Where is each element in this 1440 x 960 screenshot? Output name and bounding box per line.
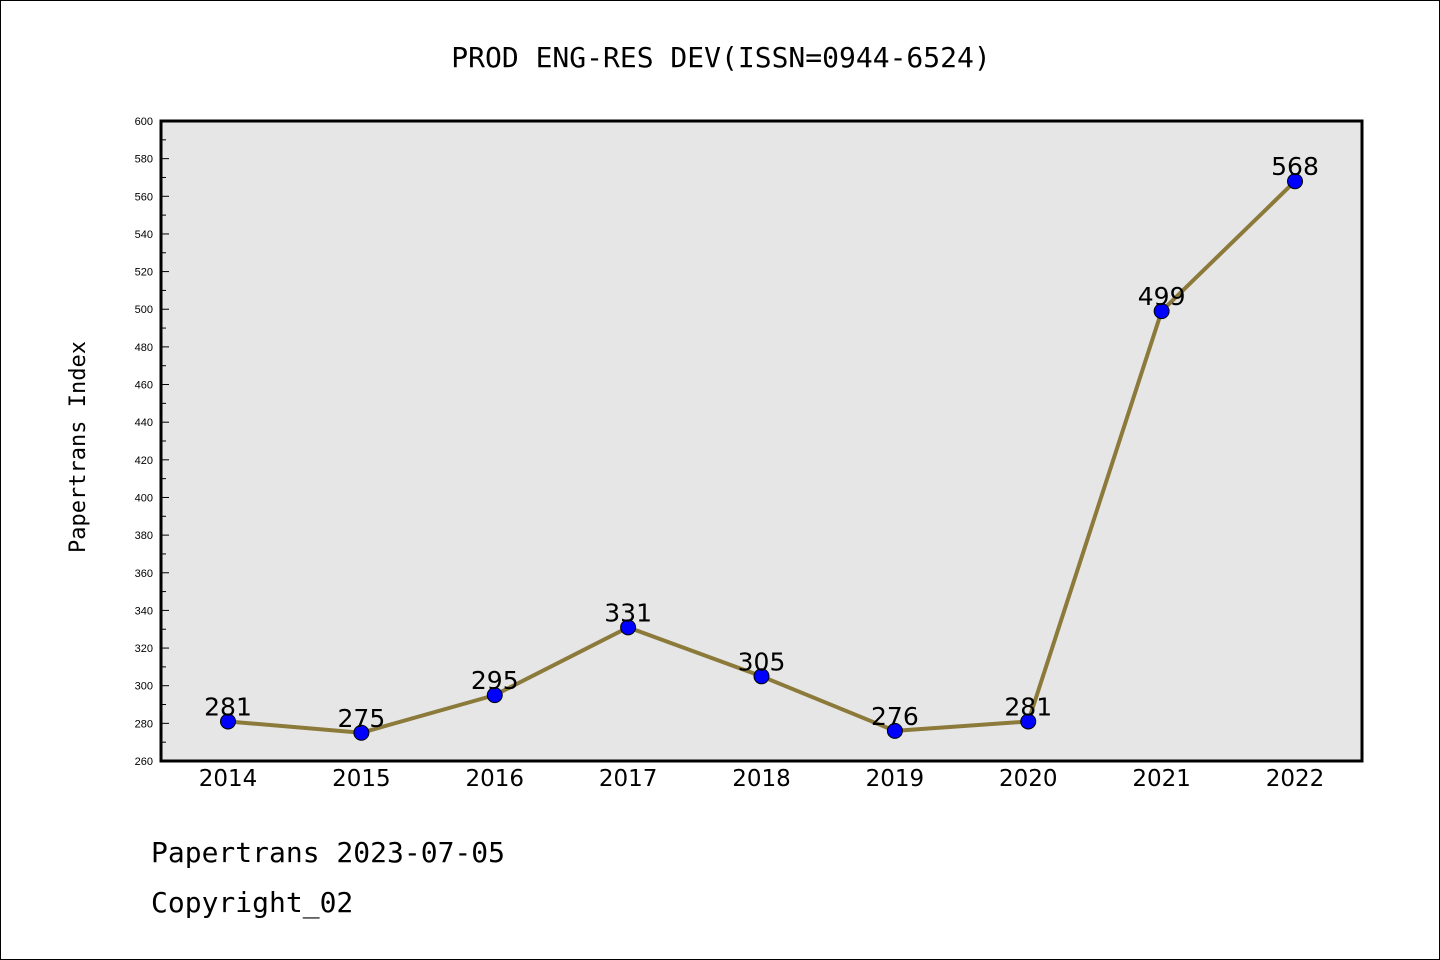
x-tick-label: 2018: [732, 766, 791, 792]
x-tick-label: 2022: [1266, 766, 1325, 792]
x-tick-label: 2019: [866, 766, 925, 792]
data-label: 295: [471, 666, 519, 695]
data-point: [1020, 713, 1037, 730]
data-labels: 281 275 295 331 305 276 281 499 568: [204, 152, 1319, 733]
y-tick-label: 340: [135, 605, 153, 617]
y-tick-label: 500: [135, 304, 153, 316]
y-axis-label: Papertrans Index: [66, 341, 91, 553]
y-tick-label: 580: [135, 154, 153, 166]
data-label: 499: [1138, 282, 1186, 311]
data-label: 275: [338, 704, 386, 733]
data-label: 281: [1004, 692, 1052, 721]
footer-date: Papertrans 2023-07-05: [151, 836, 506, 869]
data-label: 276: [871, 702, 919, 731]
y-tick-label: 460: [135, 380, 153, 392]
y-tick-label: 280: [135, 718, 153, 730]
data-label: 305: [738, 647, 786, 676]
y-tick-label: 360: [135, 568, 153, 580]
data-point: [486, 687, 503, 704]
data-point: [353, 724, 370, 741]
series-layer: [220, 173, 1303, 741]
x-axis-ticks: 2014 2015 2016 2017 2018 2019 2020 2021 2022: [199, 766, 1325, 792]
y-tick-label: 260: [135, 756, 153, 768]
chart-title: PROD ENG-RES DEV(ISSN=0944-6524): [451, 41, 990, 74]
data-label: 331: [604, 598, 652, 627]
plot-area: [159, 119, 1364, 763]
y-tick-label: 380: [135, 530, 153, 542]
x-tick-label: 2021: [1132, 766, 1191, 792]
data-point: [1153, 303, 1170, 320]
data-point: [220, 713, 236, 730]
y-tick-label: 420: [135, 455, 153, 467]
y-tick-label: 300: [135, 681, 153, 693]
y-axis-ticks: 260 280 300 320 340 360 380 400 420 440 460 480 500 5…: [135, 116, 169, 768]
y-tick-label: 400: [135, 492, 153, 504]
x-tick-label: 2014: [199, 766, 258, 792]
y-tick-label: 560: [135, 191, 153, 203]
data-point: [753, 668, 770, 685]
y-tick-label: 440: [135, 417, 153, 429]
footer-copyright: Copyright_02: [151, 886, 354, 919]
x-tick-label: 2020: [999, 766, 1058, 792]
y-tick-label: 540: [135, 229, 153, 241]
y-tick-label: 320: [135, 643, 153, 655]
data-point: [620, 619, 637, 636]
y-tick-label: 600: [135, 116, 153, 128]
data-label: 568: [1271, 152, 1319, 181]
y-tick-label: 520: [135, 267, 153, 279]
x-tick-label: 2017: [599, 766, 658, 792]
data-point: [886, 722, 903, 739]
x-tick-label: 2016: [465, 766, 524, 792]
x-tick-label: 2015: [332, 766, 391, 792]
data-point: [1287, 173, 1303, 190]
data-label: 281: [204, 692, 252, 721]
y-tick-label: 480: [135, 342, 153, 354]
